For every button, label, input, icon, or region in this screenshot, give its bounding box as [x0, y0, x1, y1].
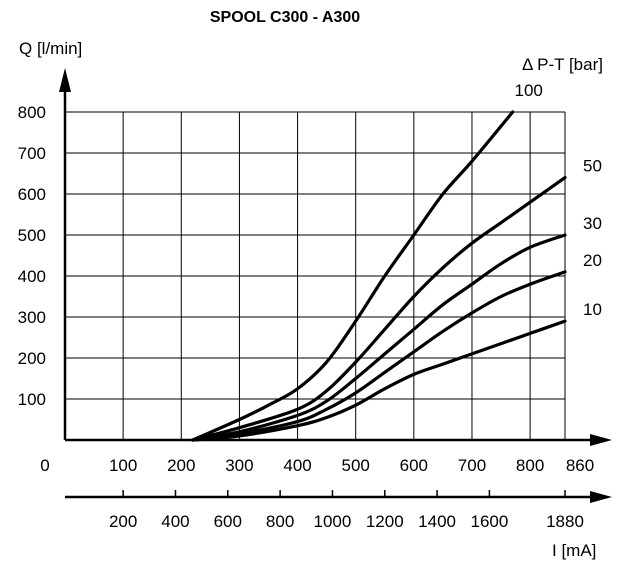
- series-line-30: [191, 233, 567, 442]
- secondary-x-axis-arrow: [590, 491, 612, 503]
- x-axis-arrow: [590, 434, 612, 446]
- series-line-100: [191, 110, 515, 442]
- secondary-x-tick-label: 1600: [471, 512, 509, 531]
- secondary-x-tick-label: 1200: [366, 512, 404, 531]
- series-line-10: [191, 319, 567, 442]
- chart-title: SPOOL C300 - A300: [210, 9, 360, 26]
- series-line-20: [191, 270, 567, 442]
- y-tick-label: 400: [18, 267, 46, 286]
- secondary-x-tick-label: 200: [109, 512, 137, 531]
- y-tick-label: 200: [18, 349, 46, 368]
- series-label-50: 50: [583, 157, 602, 176]
- axes: [59, 68, 612, 503]
- secondary-x-tick-label: 800: [266, 512, 294, 531]
- secondary-x-tick-label: 1000: [314, 512, 352, 531]
- x-tick-label: 100: [109, 456, 137, 475]
- x-tick-label: 300: [225, 456, 253, 475]
- y-tick-label: 700: [18, 144, 46, 163]
- secondary-x-tick-label: 1880: [546, 512, 584, 531]
- x-origin-label: 0: [40, 456, 49, 475]
- series-line-50: [191, 176, 567, 442]
- secondary-x-tick-label: 400: [161, 512, 189, 531]
- y-axis-label: Q [l/min]: [19, 39, 82, 58]
- x-tick-label: 400: [283, 456, 311, 475]
- x-tick-label: 600: [400, 456, 428, 475]
- tick-labels: 100 200 300 400 500 600 700 800 100 200 300 400 500 6…: [18, 103, 584, 531]
- x-tick-label: 500: [342, 456, 370, 475]
- x-axis-label: I [mA]: [552, 541, 596, 560]
- y-tick-label: 800: [18, 103, 46, 122]
- y-tick-label: 300: [18, 308, 46, 327]
- series-label-30: 30: [583, 214, 602, 233]
- x-tick-label: 700: [458, 456, 486, 475]
- y-tick-label: 100: [18, 390, 46, 409]
- secondary-x-tick-label: 1400: [418, 512, 456, 531]
- y-tick-label: 500: [18, 226, 46, 245]
- series-label-20: 20: [583, 251, 602, 270]
- series-label-10: 10: [583, 300, 602, 319]
- x-tick-label: 200: [167, 456, 195, 475]
- y-axis-arrow: [59, 68, 71, 92]
- x-tick-label: 800: [516, 456, 544, 475]
- grid: [65, 111, 566, 440]
- series-label-100: 100: [514, 81, 542, 100]
- series: 100 50 30 20 10: [191, 81, 602, 442]
- legend-title: Δ P-T [bar]: [522, 55, 603, 74]
- y-tick-label: 600: [18, 185, 46, 204]
- x-end-label: 860: [566, 456, 594, 475]
- secondary-x-tick-label: 600: [214, 512, 242, 531]
